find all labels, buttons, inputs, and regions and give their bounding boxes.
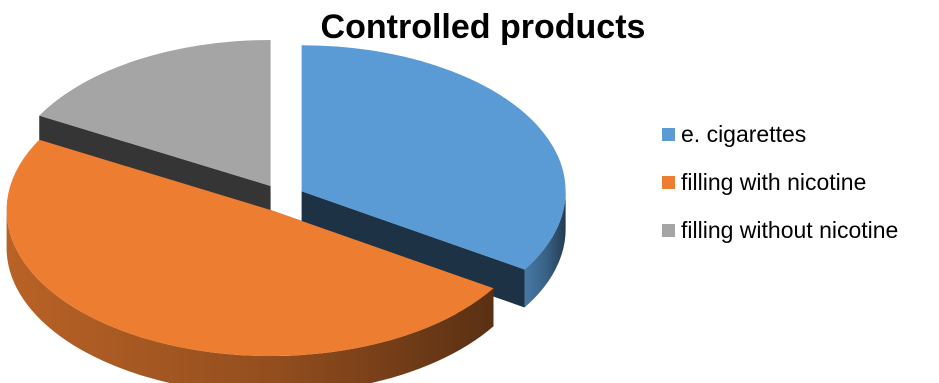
pie-wall-e-cigarettes [524, 191, 566, 308]
legend-item-filling-with-nicotine: filling with nicotine [662, 168, 898, 196]
legend-item-e-cigarettes: e. cigarettes [662, 120, 898, 148]
pie-wall-filling-with-nicotine [6, 210, 494, 383]
legend-swatch-filling-without-nicotine [662, 223, 675, 237]
pie-side-e-cigarettes-end [301, 191, 525, 308]
legend-item-filling-without-nicotine: filling without nicotine [662, 216, 898, 244]
chart-title: Controlled products [320, 8, 646, 46]
legend-swatch-filling-with-nicotine [662, 175, 675, 189]
legend: e. cigarettes filling with nicotine fill… [662, 120, 898, 264]
legend-label-e-cigarettes: e. cigarettes [681, 120, 807, 147]
legend-label-filling-without-nicotine: filling without nicotine [681, 216, 899, 243]
legend-label-filling-with-nicotine: filling with nicotine [681, 168, 867, 195]
pie-slice-e-cigarettes [301, 45, 566, 270]
pie-slice-filling-with-nicotine [6, 139, 494, 357]
legend-swatch-e-cigarettes [662, 127, 675, 141]
pie-slice-filling-without-nicotine [39, 39, 271, 186]
